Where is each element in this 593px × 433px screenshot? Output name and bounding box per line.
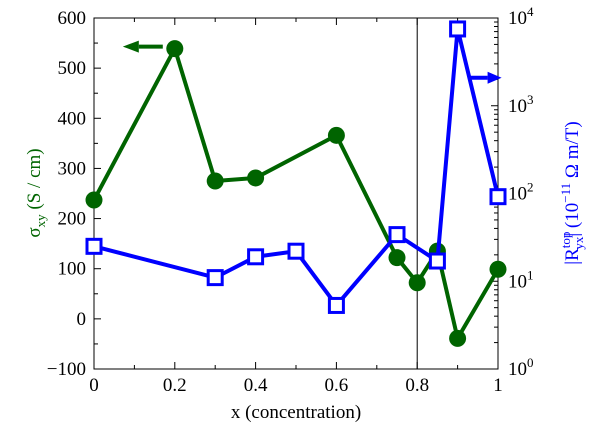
x-axis-label: x (concentration) bbox=[231, 402, 361, 423]
y-left-label-rest: (S / cm) bbox=[24, 148, 45, 214]
x-tick-label: 1 bbox=[493, 375, 503, 396]
sigma-xy-point bbox=[388, 249, 406, 267]
y-right-tick-base: 10 bbox=[508, 359, 527, 380]
y-right-label-sub: yx bbox=[571, 236, 586, 250]
right-axis-arrowhead bbox=[487, 71, 502, 84]
r-top-yx-point bbox=[327, 296, 345, 314]
x-tick-label: 0.6 bbox=[325, 375, 349, 396]
y-right-label-exp: −11 bbox=[558, 183, 573, 203]
y-left-label-main: σ bbox=[24, 227, 45, 237]
y-right-tick-exponent: 4 bbox=[527, 4, 534, 19]
y-right-tick-exponent: 1 bbox=[527, 267, 534, 282]
y-right-tick-exponent: 0 bbox=[527, 355, 534, 370]
y-left-tick-label: 0 bbox=[77, 309, 87, 330]
y-right-tick-exponent: 3 bbox=[527, 92, 534, 107]
y-right-tick-label: 101 bbox=[508, 267, 534, 292]
r-top-yx-point bbox=[206, 269, 224, 287]
y-left-axis-label: σxy (S / cm) bbox=[24, 148, 48, 237]
sigma-xy-point bbox=[247, 169, 265, 187]
y-right-tick-base: 10 bbox=[508, 184, 527, 205]
sigma-xy-point bbox=[408, 274, 426, 292]
r-top-yx-point bbox=[85, 237, 103, 255]
y-right-tick-exponent: 2 bbox=[527, 180, 534, 195]
y-right-tick-label: 102 bbox=[508, 180, 534, 205]
series-layer bbox=[85, 20, 507, 347]
sigma-xy-point bbox=[327, 126, 345, 144]
y-right-tick-base: 10 bbox=[508, 96, 527, 117]
y-right-tick-label: 103 bbox=[508, 92, 534, 117]
y-right-tick-label: 104 bbox=[508, 4, 534, 29]
x-tick-label: 0.8 bbox=[405, 375, 429, 396]
y-left-label-sub: xy bbox=[33, 214, 48, 228]
sigma-xy-line bbox=[92, 46, 500, 341]
left-axis-arrowhead bbox=[122, 40, 139, 53]
r-top-yx-point bbox=[247, 248, 265, 266]
sigma-xy-point bbox=[166, 40, 184, 58]
y-right-axis-label: |Rtopyx| (10−11 Ω m/T) bbox=[558, 121, 586, 264]
r-top-yx-point bbox=[287, 242, 305, 260]
r-top-yx-point bbox=[428, 252, 446, 270]
x-tick-label: 0 bbox=[89, 375, 99, 396]
r-top-yx-point bbox=[449, 20, 467, 38]
y-left-tick-label: 400 bbox=[58, 108, 87, 129]
y-left-tick-label: 600 bbox=[58, 8, 87, 29]
sigma-xy-point bbox=[206, 172, 224, 190]
sigma-xy-point bbox=[85, 191, 103, 209]
y-right-tick-base: 10 bbox=[508, 8, 527, 29]
y-right-label-mid: | (10 bbox=[562, 203, 583, 237]
x-tick-label: 0.2 bbox=[163, 375, 187, 396]
r-top-yx-point bbox=[489, 188, 507, 206]
frame-layer bbox=[93, 17, 499, 370]
y-right-tick-label: 100 bbox=[508, 355, 534, 380]
r-top-yx-point bbox=[388, 226, 406, 244]
plot-frame bbox=[93, 17, 499, 370]
y-right-label-pre: |R bbox=[562, 248, 583, 265]
y-right-label-post: Ω m/T) bbox=[562, 121, 583, 183]
y-left-tick-label: 500 bbox=[58, 58, 87, 79]
y-left-tick-label: 300 bbox=[58, 158, 87, 179]
tick-label-layer: 0 0.2 0.4 0.6 0.8 1−1000100200300400500600100… bbox=[47, 4, 534, 396]
x-tick-label: 0.4 bbox=[244, 375, 268, 396]
y-left-tick-label: 100 bbox=[58, 259, 87, 280]
sigma-xy-point bbox=[449, 329, 467, 347]
y-left-tick-label: 200 bbox=[58, 209, 87, 230]
y-right-label-sup: top bbox=[558, 232, 573, 249]
sigma-xy-point bbox=[489, 260, 507, 278]
y-right-tick-base: 10 bbox=[508, 271, 527, 292]
y-left-tick-label: −100 bbox=[47, 359, 86, 380]
